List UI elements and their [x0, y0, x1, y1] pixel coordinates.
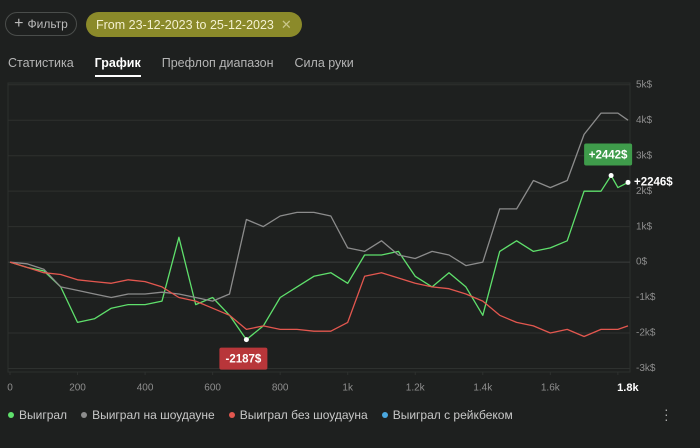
- y-tick-label: -2k$: [636, 328, 656, 339]
- legend-label: Выиграл без шоудауна: [239, 408, 368, 422]
- x-tick-label: 1.6k: [541, 383, 561, 394]
- series-line: [9, 112, 629, 302]
- annotation-point: [243, 337, 249, 343]
- legend-label: Выиграл на шоудауне: [92, 408, 215, 422]
- annotation-label: +2442$: [589, 150, 628, 162]
- x-tick-label: 400: [137, 383, 154, 394]
- date-label: From 23-12-2023 to 25-12-2023: [96, 17, 274, 32]
- x-tick-label: 1k: [342, 383, 354, 394]
- legend-item[interactable]: Выиграл без шоудауна: [228, 408, 368, 422]
- close-icon[interactable]: ✕: [280, 16, 292, 32]
- y-tick-label: -1k$: [636, 292, 656, 303]
- legend-swatch: [228, 412, 235, 418]
- series-line: [9, 261, 629, 338]
- tab[interactable]: Статистика: [8, 56, 74, 70]
- tabs: Статистика График Префлоп диапазон Сила рук…: [8, 56, 354, 77]
- y-tick-label: 1k$: [636, 221, 653, 232]
- filter-label: Фильтр: [27, 17, 68, 31]
- y-tick-label: 2k$: [636, 186, 653, 197]
- date-chip[interactable]: From 23-12-2023 to 25-12-2023 ✕: [86, 12, 302, 37]
- legend: Выиграл Выиграл на шоудауне Выиграл без шо…: [8, 408, 513, 422]
- legend-label: Выиграл: [19, 408, 68, 422]
- series-line: [9, 174, 629, 341]
- y-tick-label: 5k$: [636, 79, 653, 90]
- legend-swatch: [381, 412, 388, 418]
- x-tick-label: 600: [204, 383, 221, 394]
- y-tick-label: 4k$: [636, 115, 653, 126]
- menu-icon[interactable]: · · ·: [664, 401, 669, 427]
- filter-button[interactable]: + Фильтр: [5, 12, 77, 36]
- x-tick-label: 0: [7, 383, 13, 394]
- legend-item[interactable]: Выиграл: [8, 408, 67, 422]
- y-tick-label: -3k$: [636, 363, 656, 374]
- annotation-label: -2187$: [225, 354, 261, 366]
- annotation-point: [608, 172, 614, 178]
- tab[interactable]: Префлоп диапазон: [161, 56, 274, 70]
- plot-frame: [7, 82, 631, 373]
- plus-icon: +: [14, 15, 24, 32]
- legend-item[interactable]: Выиграл на шоудауне: [81, 408, 215, 422]
- tab[interactable]: График: [94, 56, 141, 77]
- legend-label: Выиграл с рейкбеком: [392, 408, 513, 422]
- chart: 5k$ 4k$ 3k$ 2k$ 1k$ 0$ -1k$ -2k$ -3k$ 0 200 400 600 8…: [7, 79, 673, 394]
- x-tick-label: 1.4k: [473, 383, 493, 394]
- x-tick-label: 800: [272, 383, 289, 394]
- annotation-point: [625, 179, 631, 185]
- annotation-box: [219, 347, 268, 370]
- x-tick-label: 1.8k: [617, 382, 639, 394]
- legend-item[interactable]: Выиграл с рейкбеком: [381, 408, 513, 422]
- legend-swatch: [81, 412, 88, 418]
- annotation-box: [584, 143, 633, 166]
- legend-swatch: [8, 412, 14, 418]
- tab[interactable]: Сила руки: [294, 56, 354, 70]
- x-tick-label: 200: [69, 383, 86, 394]
- y-tick-label: 0$: [636, 257, 648, 268]
- y-tick-label: 3k$: [636, 150, 653, 161]
- x-tick-label: 1.2k: [406, 383, 426, 394]
- annotation-label: +2246$: [634, 176, 673, 188]
